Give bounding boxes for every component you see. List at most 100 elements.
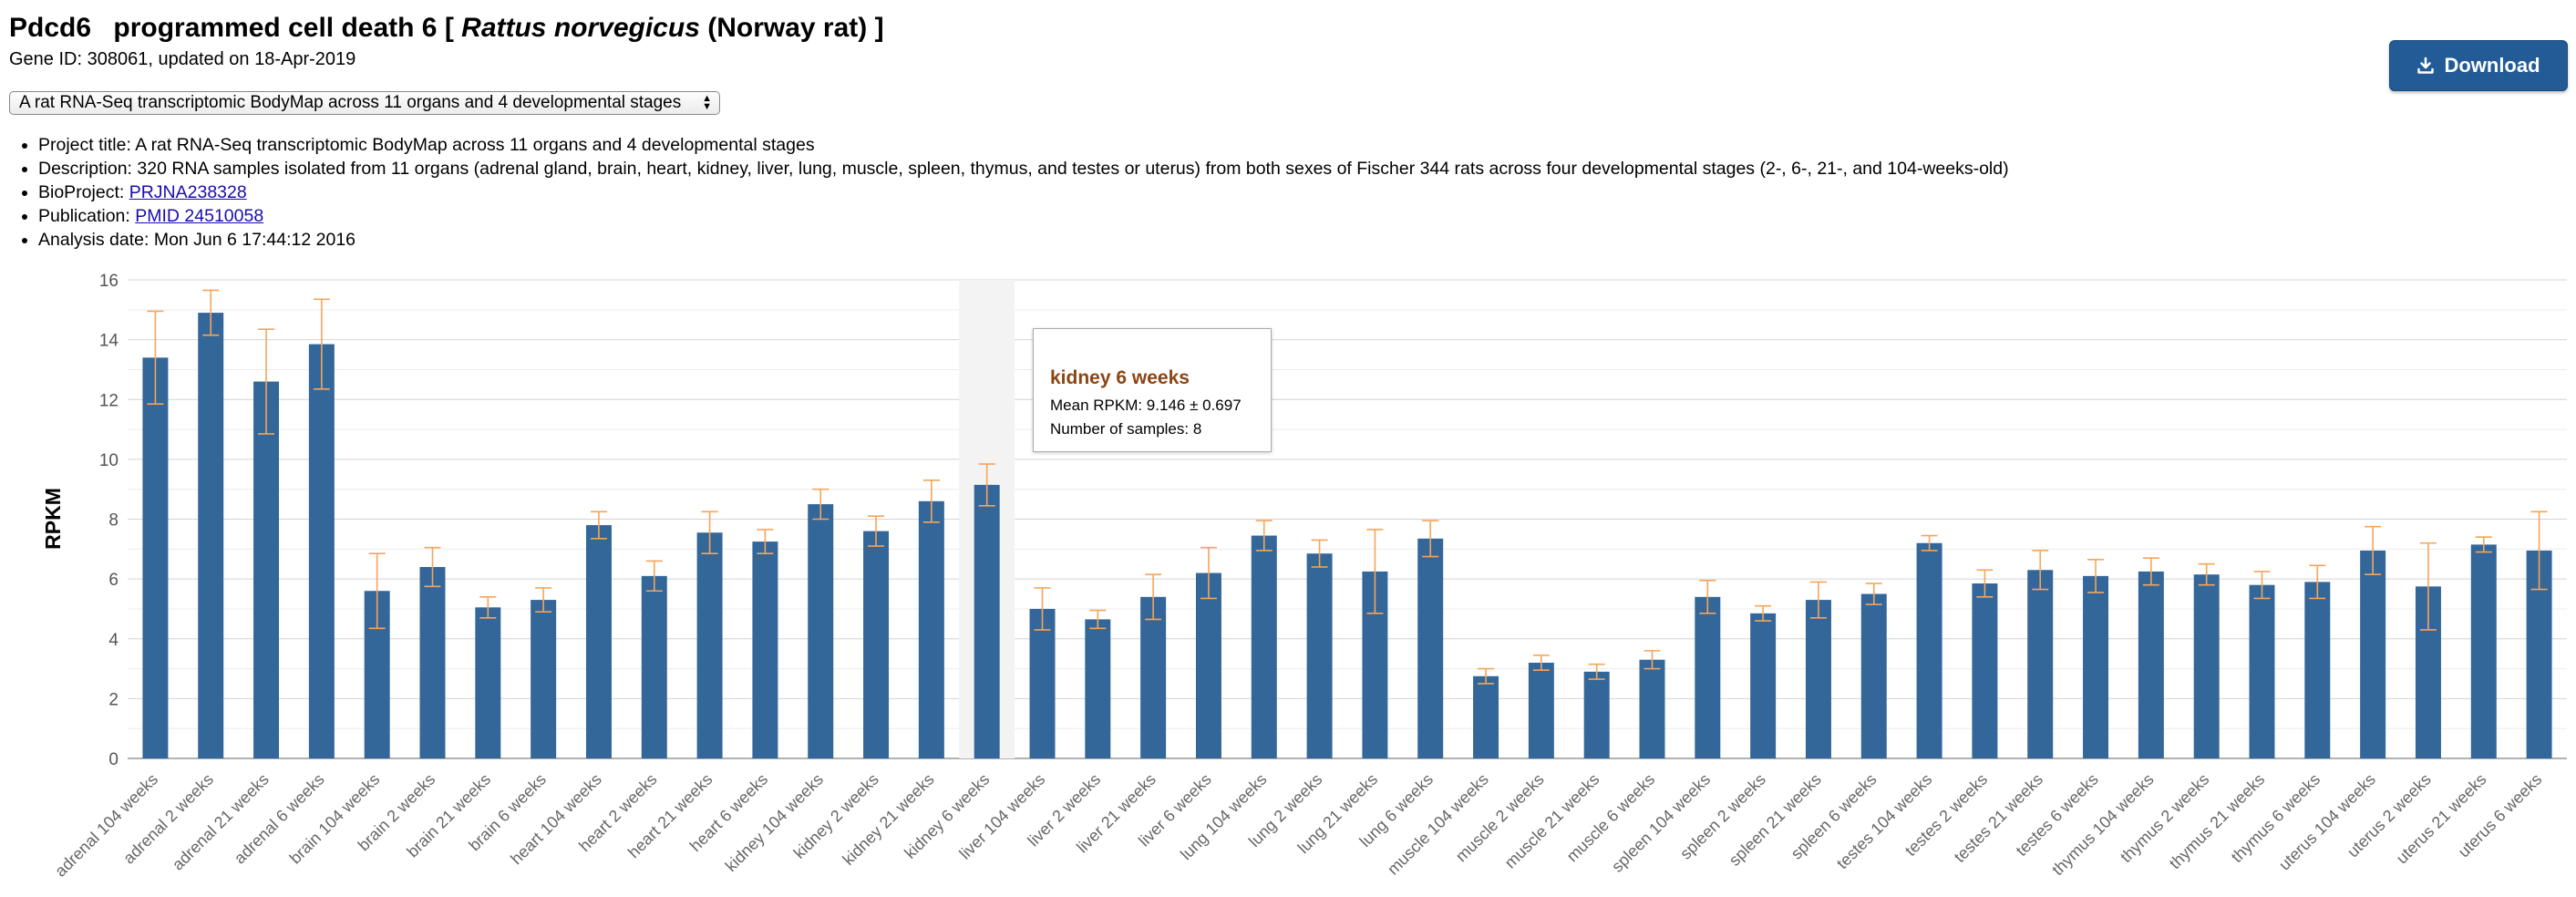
bar[interactable] <box>974 484 1000 758</box>
error-bar <box>2142 557 2159 586</box>
error-bar <box>1921 534 1938 552</box>
error-bar <box>313 298 330 390</box>
error-bar <box>1089 609 1107 630</box>
bar[interactable] <box>1639 659 1665 758</box>
error-bar <box>2530 510 2548 591</box>
error-bar <box>1699 579 1716 614</box>
x-tick-label: uterus 104 weeks <box>2275 770 2379 874</box>
page-title: Pdcd6 programmed cell death 6 [ Rattus n… <box>9 13 884 44</box>
error-bar <box>1311 539 1328 568</box>
y-tick-label: 12 <box>99 391 118 410</box>
bioproject-link[interactable]: PRJNA238328 <box>129 182 247 202</box>
y-tick-label: 4 <box>108 631 118 650</box>
bar[interactable] <box>585 525 612 758</box>
error-bar <box>2253 571 2271 600</box>
project-title-label: Project title: <box>38 135 131 155</box>
error-bar <box>1643 650 1661 670</box>
error-bar <box>2309 564 2326 600</box>
error-bar <box>1755 604 1772 622</box>
error-bar <box>2419 541 2437 631</box>
tooltip-title: kidney 6 weeks <box>1050 367 1190 388</box>
error-bar <box>1200 546 1217 600</box>
project-title-value: A rat RNA-Seq transcriptomic BodyMap acr… <box>135 135 815 155</box>
x-tick-label: adrenal 21 weeks <box>169 770 273 874</box>
analysis-date-value: Mon Jun 6 17:44:12 2016 <box>153 230 356 250</box>
bar[interactable] <box>1805 600 1831 758</box>
download-button[interactable]: Download <box>2389 40 2568 91</box>
y-axis-label: RPKM <box>41 488 65 550</box>
error-bar <box>1588 663 1605 680</box>
x-tick-label: adrenal 104 weeks <box>51 770 161 881</box>
download-label: Download <box>2444 54 2540 77</box>
bar[interactable] <box>1417 538 1444 758</box>
bar[interactable] <box>1029 608 1056 758</box>
error-bar <box>1422 520 1439 558</box>
y-tick-label: 2 <box>108 690 118 709</box>
bar[interactable] <box>198 313 224 758</box>
bar[interactable] <box>142 357 169 758</box>
bar[interactable] <box>2027 570 2054 758</box>
gene-species: Rattus norvegicus <box>461 13 700 43</box>
project-select-value: A rat RNA-Seq transcriptomic BodyMap acr… <box>19 93 682 112</box>
error-bar <box>1145 573 1162 621</box>
bar-tooltip: kidney 6 weeks Mean RPKM: 9.146 ± 0.697 … <box>1033 328 1272 452</box>
error-bar <box>812 488 829 521</box>
bar[interactable] <box>2083 575 2109 758</box>
bar[interactable] <box>531 600 557 758</box>
bar[interactable] <box>641 575 667 758</box>
error-bar <box>258 328 275 435</box>
error-bar <box>368 552 386 630</box>
error-bar <box>868 515 885 547</box>
bar[interactable] <box>1473 675 1499 758</box>
bar[interactable] <box>1085 619 1111 758</box>
analysis-date-label: Analysis date: <box>38 230 149 250</box>
bar[interactable] <box>1251 535 1277 758</box>
error-bar <box>1532 654 1550 672</box>
bar[interactable] <box>696 532 723 758</box>
project-select[interactable]: A rat RNA-Seq transcriptomic BodyMap acr… <box>9 91 720 115</box>
bar[interactable] <box>1583 671 1610 758</box>
bar[interactable] <box>1860 593 1887 758</box>
bar[interactable] <box>308 344 335 758</box>
publication-item: Publication: PMID 24510058 <box>38 204 2009 228</box>
bar[interactable] <box>419 567 446 758</box>
bar[interactable] <box>1528 663 1554 758</box>
y-tick-label: 0 <box>108 750 118 769</box>
bar[interactable] <box>1195 572 1221 758</box>
error-bar <box>1976 569 1994 598</box>
description-value: 320 RNA samples isolated from 11 organs … <box>137 159 2009 179</box>
publication-link[interactable]: PMID 24510058 <box>135 206 264 226</box>
description-label: Description: <box>38 159 132 179</box>
gene-name-post: (Norway rat) ] <box>707 13 884 43</box>
bar[interactable] <box>2470 544 2497 758</box>
error-bar <box>1366 529 1384 614</box>
error-bar <box>922 479 940 523</box>
bar[interactable] <box>2138 571 2164 758</box>
bar[interactable] <box>1750 613 1777 758</box>
bioproject-item: BioProject: PRJNA238328 <box>38 180 2009 204</box>
bar[interactable] <box>2360 550 2386 758</box>
project-info-list: Project title: A rat RNA-Seq transcripto… <box>9 133 2009 252</box>
bar[interactable] <box>752 541 778 758</box>
bar[interactable] <box>2304 582 2331 758</box>
bar[interactable] <box>2193 574 2220 758</box>
bar[interactable] <box>863 531 890 758</box>
bar[interactable] <box>1695 596 1721 758</box>
bar[interactable] <box>918 500 944 758</box>
error-bar <box>757 529 774 555</box>
bar[interactable] <box>2249 584 2275 758</box>
bar[interactable] <box>1972 583 1998 758</box>
bar[interactable] <box>1140 596 1167 758</box>
bar[interactable] <box>1306 553 1333 758</box>
y-tick-label: 6 <box>108 571 118 590</box>
error-bar <box>2032 550 2049 591</box>
error-bar <box>1865 583 1882 605</box>
bar[interactable] <box>475 607 501 758</box>
chart-error-bars <box>147 289 2548 685</box>
error-bar <box>978 463 995 507</box>
bar[interactable] <box>1916 542 1942 758</box>
bar[interactable] <box>808 504 834 758</box>
bar[interactable] <box>253 381 280 758</box>
y-tick-label: 8 <box>108 511 118 531</box>
